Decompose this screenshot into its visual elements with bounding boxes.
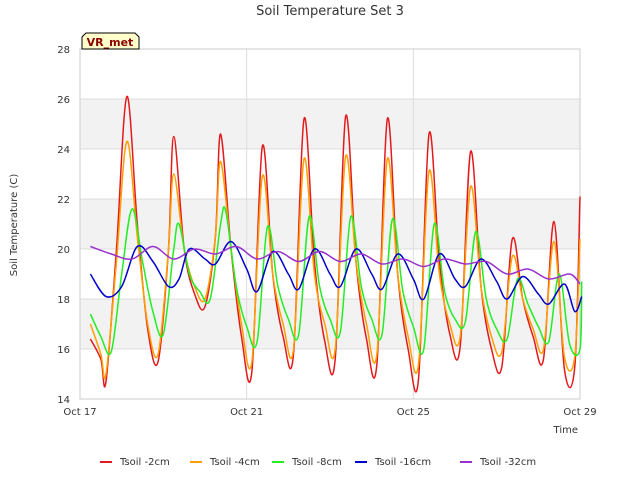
series-lines	[89, 95, 583, 393]
y-tick-label: 16	[57, 345, 70, 356]
y-axis-ticks: 14 16 18 20 22 24 26 28	[57, 45, 70, 406]
y-tick-label: 14	[57, 395, 70, 406]
legend-label: Tsoil -16cm	[374, 457, 431, 468]
x-tick-label: Oct 29	[563, 407, 596, 418]
legend: Tsoil -2cm Tsoil -4cm Tsoil -8cm Tsoil -16c…	[100, 457, 536, 468]
station-badge: VR_met	[81, 32, 140, 50]
legend-label: Tsoil -32cm	[479, 457, 536, 468]
series-line-tsoil-8cm	[89, 206, 583, 357]
badge-label: VR_met	[87, 36, 134, 49]
x-tick-label: Oct 17	[63, 407, 96, 418]
series-line-tsoil-32cm	[90, 245, 581, 285]
chart-title: Soil Temperature Set 3	[256, 4, 404, 19]
badge-box	[81, 32, 140, 50]
legend-label: Tsoil -2cm	[119, 457, 170, 468]
y-tick-label: 24	[57, 145, 70, 156]
plot-background-bands	[80, 49, 580, 399]
plot-band	[80, 49, 580, 99]
y-tick-label: 26	[57, 95, 70, 106]
legend-label: Tsoil -8cm	[291, 457, 342, 468]
y-tick-label: 28	[57, 45, 70, 56]
plot-band	[80, 199, 580, 249]
plot-band	[80, 149, 580, 199]
plot-band	[80, 99, 580, 149]
legend-label: Tsoil -4cm	[209, 457, 260, 468]
y-axis-label: Soil Temperature (C)	[9, 174, 20, 277]
series-line-tsoil-2cm	[89, 95, 581, 393]
x-tick-label: Oct 25	[397, 407, 430, 418]
series-line-tsoil-4cm	[89, 140, 581, 380]
x-tick-label: Oct 21	[230, 407, 263, 418]
x-axis-label: Time	[553, 425, 578, 436]
y-tick-label: 22	[57, 195, 70, 206]
plot-band	[80, 349, 580, 399]
y-tick-label: 20	[57, 245, 70, 256]
y-tick-label: 18	[57, 295, 70, 306]
series-line-tsoil-16cm	[89, 240, 583, 313]
x-axis-ticks: Oct 17 Oct 21 Oct 25 Oct 29	[63, 407, 596, 418]
